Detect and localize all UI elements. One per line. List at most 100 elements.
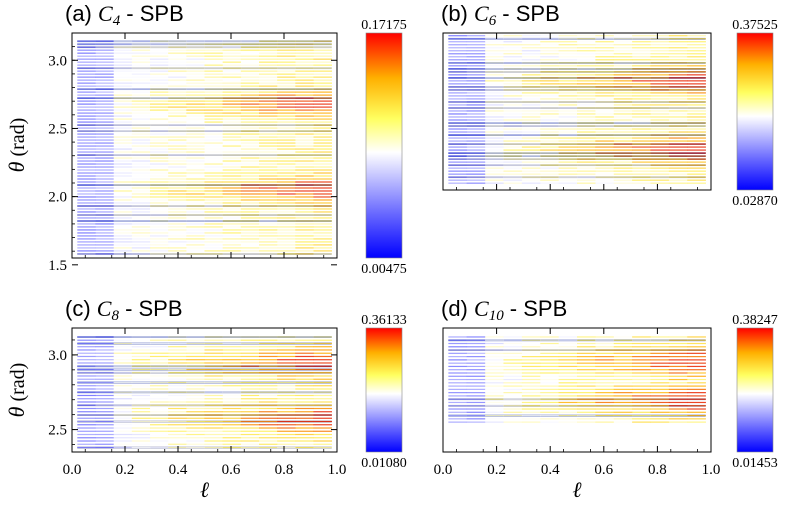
band-cell: [95, 130, 114, 132]
band-cell: [240, 427, 260, 429]
band-cell: [95, 391, 114, 393]
band-cell: [131, 109, 151, 111]
band-cell: [632, 173, 651, 175]
band-cell: [95, 401, 114, 403]
band-cell: [540, 408, 559, 410]
colorbar-min-label: 0.00475: [361, 262, 407, 277]
band-cell: [650, 113, 670, 115]
band-cell: [222, 121, 242, 123]
band-cell: [485, 170, 504, 172]
band-cell: [240, 151, 260, 153]
band-cell: [521, 35, 541, 37]
band-cell: [131, 424, 151, 426]
band-cell: [687, 382, 706, 384]
band-cell: [77, 76, 96, 78]
band-cell: [577, 349, 596, 351]
band-cell: [687, 418, 706, 420]
band-cell: [485, 421, 504, 423]
band-cell: [595, 369, 615, 371]
band-cell: [668, 418, 688, 420]
band-cell: [687, 50, 706, 52]
band-cell: [313, 241, 332, 243]
band-cell: [240, 372, 260, 374]
band-cell: [540, 385, 559, 387]
band-cell: [595, 80, 615, 82]
band-cell: [95, 205, 114, 207]
y-axis-symbol: θ: [4, 161, 29, 172]
band-cell: [240, 112, 260, 114]
band-cell: [168, 202, 187, 204]
band-cell: [168, 139, 187, 141]
band-cell: [558, 155, 578, 157]
band-cell: [77, 375, 96, 377]
band-cell: [222, 385, 242, 387]
band-cell: [668, 125, 688, 127]
band-cell: [204, 226, 223, 228]
band-cell: [113, 55, 133, 57]
band-cell: [668, 107, 688, 109]
band-cell: [632, 113, 651, 115]
band-cell: [687, 392, 706, 394]
band-cell: [186, 181, 205, 183]
band-cell: [485, 71, 504, 73]
band-cell: [668, 119, 688, 121]
band-cell: [485, 182, 504, 184]
band-cell: [448, 336, 468, 338]
band-cell: [632, 68, 651, 70]
band-cell: [295, 407, 314, 410]
band-cell: [259, 247, 278, 249]
band-cell: [650, 71, 670, 73]
band-cell: [503, 101, 523, 103]
band-cell: [277, 94, 296, 96]
band-cell: [168, 61, 187, 63]
band-cell: [295, 91, 314, 93]
band-cell: [313, 133, 332, 135]
band-cell: [113, 372, 133, 374]
band-cell: [77, 64, 96, 66]
band-cell: [595, 176, 615, 178]
band-cell: [632, 53, 651, 55]
band-cell: [668, 47, 688, 49]
band-cell: [503, 116, 523, 118]
band-cell: [613, 62, 633, 64]
band-cell: [204, 375, 223, 377]
band-cell: [687, 155, 706, 157]
band-cell: [448, 362, 468, 364]
x-tick-label: 0.2: [487, 462, 506, 478]
band-cell: [668, 38, 688, 40]
x-tick-label: 0.6: [222, 462, 241, 478]
band-cell: [295, 130, 314, 132]
band-cell: [668, 179, 688, 181]
band-cell: [186, 145, 205, 147]
band-cell: [77, 40, 96, 42]
band-cell: [521, 80, 541, 82]
band-cell: [558, 179, 578, 181]
band-cell: [466, 74, 486, 76]
band-cell: [149, 55, 169, 57]
band-cell: [222, 196, 242, 198]
band-cell: [131, 226, 151, 228]
band-cell: [186, 154, 205, 156]
band-cell: [613, 80, 633, 82]
band-cell: [313, 430, 332, 432]
band-cell: [240, 417, 260, 419]
colorbar-min-label: 0.02870: [732, 194, 778, 209]
band-cell: [168, 365, 187, 367]
band-cell: [204, 349, 223, 351]
band-cell: [595, 411, 615, 413]
band-cell: [149, 388, 169, 390]
band-cell: [295, 199, 314, 201]
band-cell: [650, 77, 670, 79]
band-cell: [77, 378, 96, 380]
band-cell: [259, 88, 278, 90]
band-cell: [632, 107, 651, 109]
band-cell: [503, 173, 523, 175]
colorbar-max-label: 0.36133: [361, 313, 407, 328]
band-cell: [687, 375, 706, 377]
band-cell: [295, 250, 314, 252]
band-cell: [650, 418, 670, 420]
band-cell: [540, 131, 559, 133]
band-cell: [186, 385, 205, 387]
band-cell: [313, 178, 332, 180]
band-cell: [168, 223, 187, 225]
